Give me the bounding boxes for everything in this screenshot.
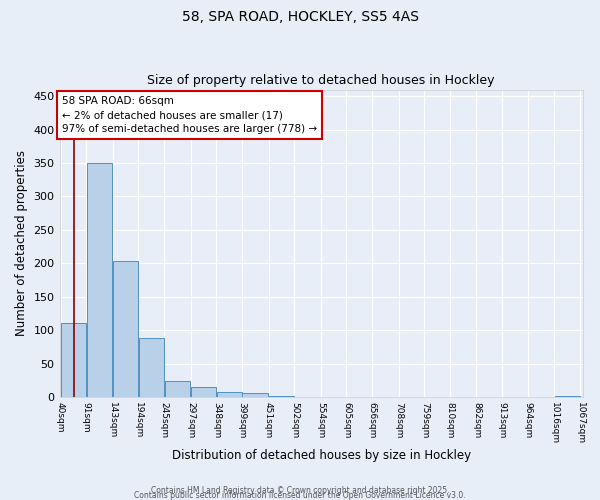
Text: Contains public sector information licensed under the Open Government Licence v3: Contains public sector information licen… — [134, 491, 466, 500]
Bar — [113, 262, 138, 397]
Bar — [139, 338, 164, 397]
Bar — [61, 324, 86, 397]
Title: Size of property relative to detached houses in Hockley: Size of property relative to detached ho… — [148, 74, 495, 87]
Text: Contains HM Land Registry data © Crown copyright and database right 2025.: Contains HM Land Registry data © Crown c… — [151, 486, 449, 495]
Bar — [554, 396, 580, 397]
Text: 58, SPA ROAD, HOCKLEY, SS5 4AS: 58, SPA ROAD, HOCKLEY, SS5 4AS — [182, 10, 419, 24]
Bar — [164, 381, 190, 397]
Bar — [217, 392, 242, 397]
Text: 58 SPA ROAD: 66sqm
← 2% of detached houses are smaller (17)
97% of semi-detached: 58 SPA ROAD: 66sqm ← 2% of detached hous… — [62, 96, 317, 134]
Bar — [242, 393, 268, 397]
Bar — [269, 396, 294, 397]
Y-axis label: Number of detached properties: Number of detached properties — [15, 150, 28, 336]
Bar — [191, 387, 216, 397]
Bar — [86, 163, 112, 397]
X-axis label: Distribution of detached houses by size in Hockley: Distribution of detached houses by size … — [172, 450, 471, 462]
